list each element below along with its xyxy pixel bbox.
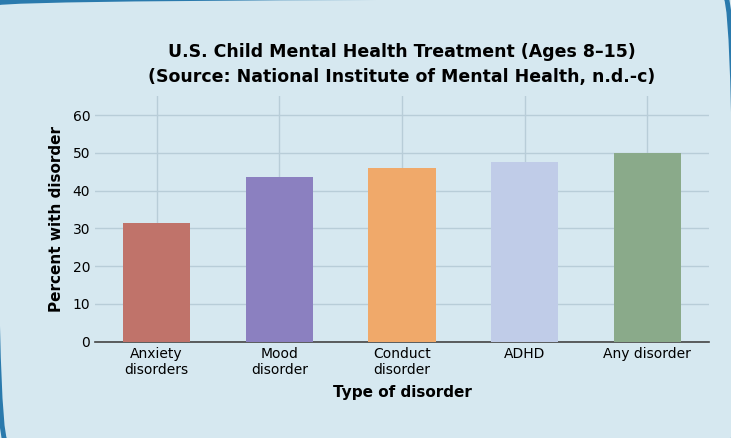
- Title: U.S. Child Mental Health Treatment (Ages 8–15)
(Source: National Institute of Me: U.S. Child Mental Health Treatment (Ages…: [148, 43, 656, 86]
- Y-axis label: Percent with disorder: Percent with disorder: [49, 126, 64, 312]
- Bar: [614, 153, 681, 342]
- Bar: [368, 168, 436, 342]
- Bar: [491, 162, 558, 342]
- Bar: [246, 177, 313, 342]
- Bar: [123, 223, 190, 342]
- X-axis label: Type of disorder: Type of disorder: [333, 385, 471, 400]
